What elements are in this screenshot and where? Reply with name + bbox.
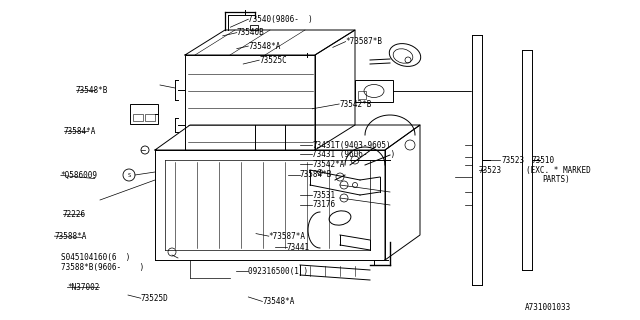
Text: 73588*B(9606-    ): 73588*B(9606- ) xyxy=(61,263,144,272)
Text: 73584*A: 73584*A xyxy=(64,127,97,136)
Text: 73525C: 73525C xyxy=(259,56,287,65)
Bar xyxy=(358,91,366,99)
Text: 73540B: 73540B xyxy=(237,28,264,37)
Text: A731001033: A731001033 xyxy=(525,303,571,312)
Text: 73523: 73523 xyxy=(502,156,525,164)
Bar xyxy=(355,80,393,102)
Text: 73542*A: 73542*A xyxy=(312,160,345,169)
Bar xyxy=(185,55,315,150)
Text: 73431T(9403-9605): 73431T(9403-9605) xyxy=(312,141,391,150)
Text: 73588*A: 73588*A xyxy=(54,232,87,241)
Text: S045104160(6  ): S045104160(6 ) xyxy=(61,253,130,262)
Text: *73587*B: *73587*B xyxy=(346,37,383,46)
Text: 73540(9806-  ): 73540(9806- ) xyxy=(248,15,313,24)
Text: 092316500(1 ): 092316500(1 ) xyxy=(248,267,308,276)
Text: 73431 (9606-     ): 73431 (9606- ) xyxy=(312,150,396,159)
Text: 73176: 73176 xyxy=(312,200,335,209)
Text: 73441: 73441 xyxy=(287,243,310,252)
Bar xyxy=(145,114,155,121)
Text: 73525D: 73525D xyxy=(141,294,168,303)
Text: 73548*B: 73548*B xyxy=(76,86,108,95)
Text: 73548*A: 73548*A xyxy=(262,297,295,306)
Text: 72226: 72226 xyxy=(63,210,86,219)
Text: S: S xyxy=(127,172,131,178)
Text: 73531: 73531 xyxy=(312,191,335,200)
Bar xyxy=(133,114,143,121)
Bar xyxy=(250,25,258,30)
Text: PARTS): PARTS) xyxy=(543,175,570,184)
Text: *Q586009: *Q586009 xyxy=(61,171,98,180)
Text: (EXC. * MARKED: (EXC. * MARKED xyxy=(526,166,591,175)
Text: *N37002: *N37002 xyxy=(67,283,100,292)
Text: 73548*A: 73548*A xyxy=(248,42,281,51)
Bar xyxy=(130,104,158,124)
Text: 73523: 73523 xyxy=(479,166,502,175)
Text: 73584*B: 73584*B xyxy=(300,170,332,179)
Text: 73510: 73510 xyxy=(531,156,554,164)
Text: 73542*B: 73542*B xyxy=(339,100,372,108)
Text: *73587*A: *73587*A xyxy=(269,232,306,241)
